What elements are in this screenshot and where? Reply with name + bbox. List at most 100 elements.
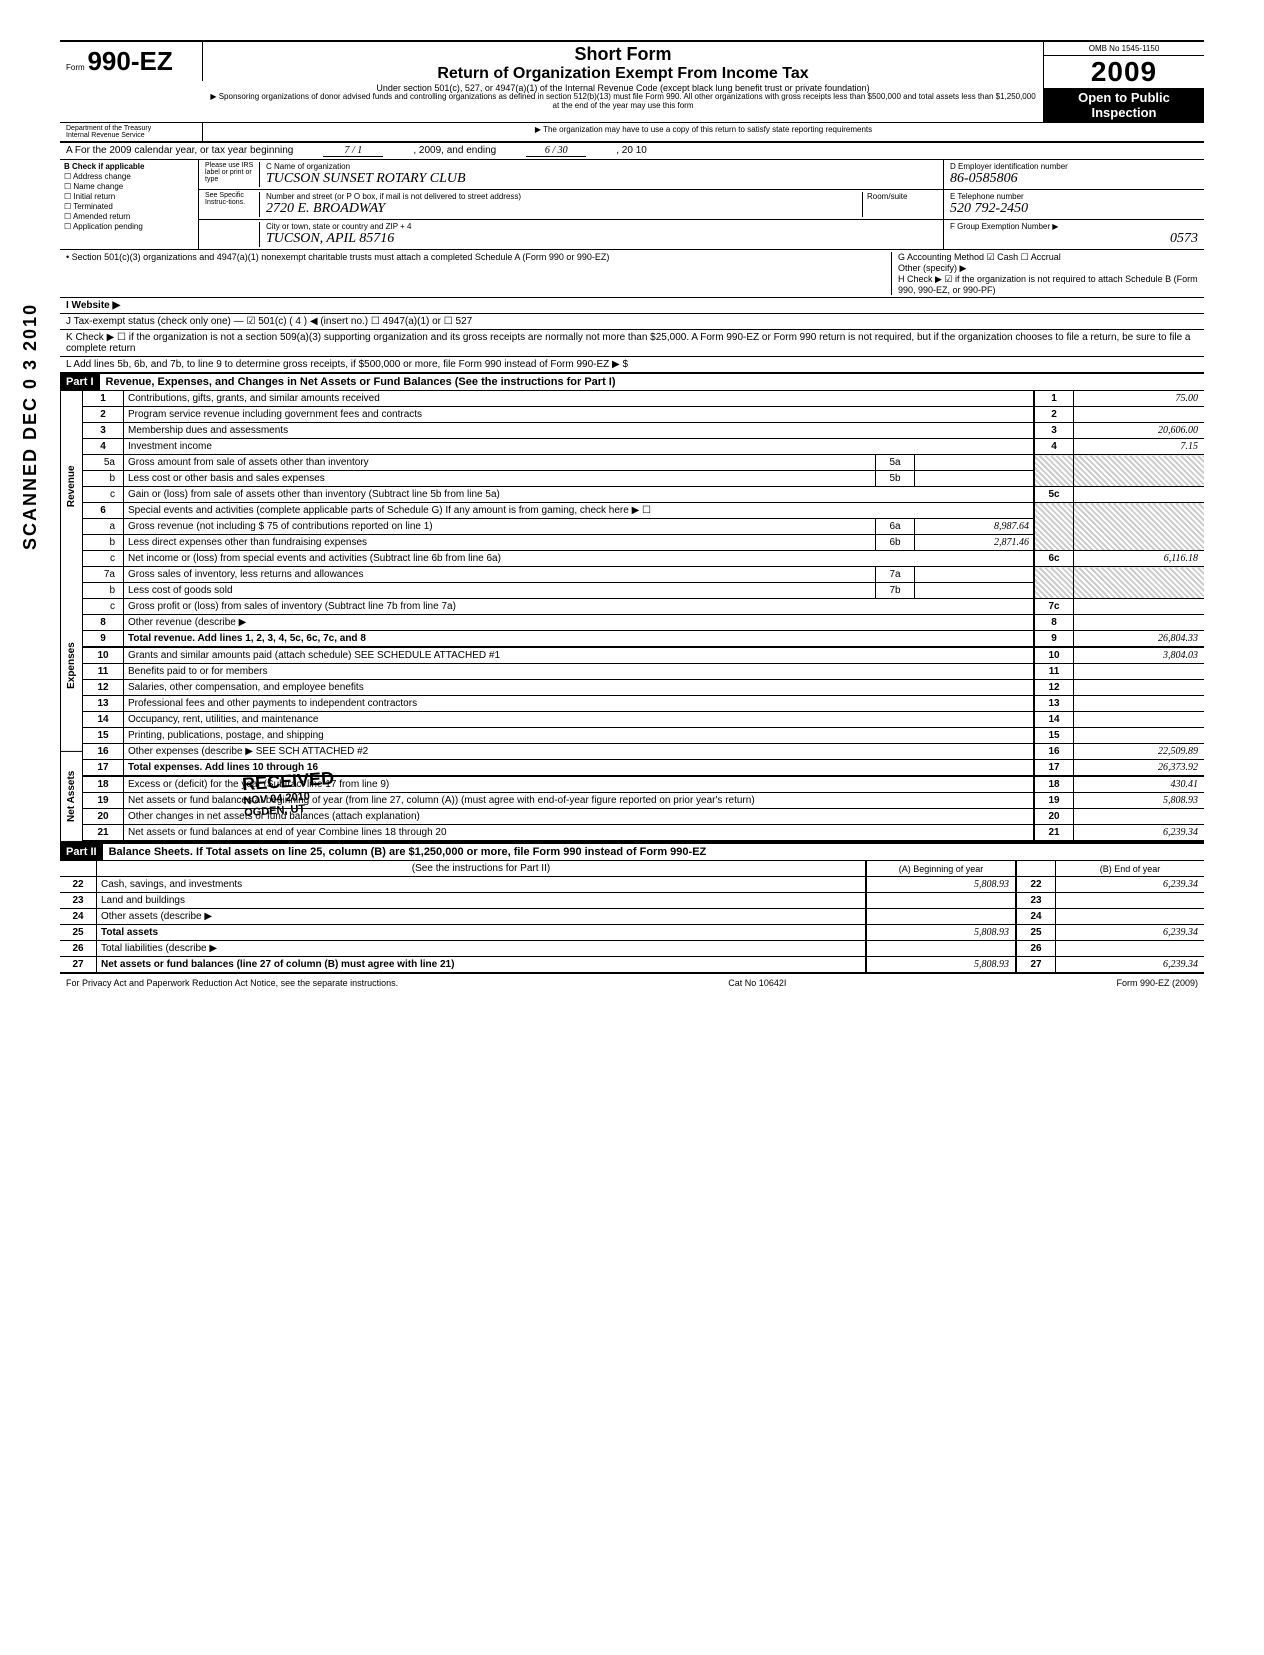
section-c: Please use IRS label or print or type C … xyxy=(199,160,943,249)
line-10: 10Grants and similar amounts paid (attac… xyxy=(83,647,1204,664)
irs-label: Internal Revenue Service xyxy=(66,132,196,139)
line-4: 4Investment income47.15 xyxy=(83,439,1204,455)
part2-head-row: (See the instructions for Part II) (A) B… xyxy=(60,861,1204,877)
line-15: 15Printing, publications, postage, and s… xyxy=(83,728,1204,744)
c-name-label: C Name of organization xyxy=(266,162,937,171)
strip-net: Net Assets xyxy=(60,752,82,842)
line-a-label: A For the 2009 calendar year, or tax yea… xyxy=(66,145,293,157)
hint-2: See Specific Instruc-tions. xyxy=(205,192,260,217)
part2-table: (See the instructions for Part II) (A) B… xyxy=(60,861,1204,974)
line-3: 3Membership dues and assessments320,606.… xyxy=(83,423,1204,439)
state-note: ▶ The organization may have to use a cop… xyxy=(203,123,1204,141)
form-prefix: Form xyxy=(66,63,85,72)
k-row: K Check ▶ ☐ if the organization is not a… xyxy=(60,330,1204,357)
scanned-stamp: SCANNED DEC 0 3 2010 xyxy=(20,303,41,550)
form-header: Form 990-EZ Short Form Return of Organiz… xyxy=(60,40,1204,123)
cat-no: Cat No 10642I xyxy=(728,978,786,988)
org-city-row: City or town, state or country and ZIP +… xyxy=(199,220,943,249)
l-row: L Add lines 5b, 6b, and 7b, to line 9 to… xyxy=(60,357,1204,374)
e-label: E Telephone number xyxy=(950,192,1198,201)
part2-title-row: Part II Balance Sheets. If Total assets … xyxy=(60,844,1204,861)
form-number: 990-EZ xyxy=(87,46,172,76)
line-16: 16Other expenses (describe ▶ SEE SCH ATT… xyxy=(83,744,1204,760)
d-label: D Employer identification number xyxy=(950,162,1198,171)
chk-name: ☐ Name change xyxy=(64,182,194,191)
j-row: J Tax-exempt status (check only one) — ☑… xyxy=(60,314,1204,330)
chk-pending: ☐ Application pending xyxy=(64,222,194,231)
section-b: B Check if applicable ☐ Address change ☐… xyxy=(60,160,199,249)
g-opts: ☑ Cash ☐ Accrual xyxy=(987,252,1061,262)
line-24: 24Other assets (describe ▶24 xyxy=(60,909,1204,925)
form-footer: Form 990-EZ (2009) xyxy=(1116,978,1198,988)
dept-cell: Department of the Treasury Internal Reve… xyxy=(60,123,203,141)
line-2: 2Program service revenue including gover… xyxy=(83,407,1204,423)
section-501c3-note: • Section 501(c)(3) organizations and 49… xyxy=(66,252,891,295)
line-a-endyear: , 20 10 xyxy=(616,145,647,157)
section-def: D Employer identification number 86-0585… xyxy=(943,160,1204,249)
hint-1: Please use IRS label or print or type xyxy=(205,162,260,187)
strip-expenses: Expenses xyxy=(60,581,82,752)
d-value: 86-0585806 xyxy=(950,171,1198,187)
line-26: 26Total liabilities (describe ▶26 xyxy=(60,941,1204,957)
chk-address: ☐ Address change xyxy=(64,172,194,181)
i-row: I Website ▶ xyxy=(60,298,1204,314)
line-11: 11Benefits paid to or for members11 xyxy=(83,664,1204,680)
line-27: 27Net assets or fund balances (line 27 o… xyxy=(60,957,1204,974)
part1-header: Part I xyxy=(60,374,100,390)
form-number-cell: Form 990-EZ xyxy=(60,42,203,81)
org-city: TUCSON, APIL 85716 xyxy=(266,231,937,247)
line-14: 14Occupancy, rent, utilities, and mainte… xyxy=(83,712,1204,728)
line-5a: 5aGross amount from sale of assets other… xyxy=(83,455,1204,471)
b-label: B Check if applicable xyxy=(64,162,144,171)
part2-title: Balance Sheets. If Total assets on line … xyxy=(103,844,713,860)
title-cell: Short Form Return of Organization Exempt… xyxy=(203,42,1043,113)
line-8: 8Other revenue (describe ▶8 xyxy=(83,615,1204,631)
line-6c: cNet income or (loss) from special event… xyxy=(83,551,1204,567)
line-1: 1Contributions, gifts, grants, and simil… xyxy=(83,391,1204,407)
main-title: Return of Organization Exempt From Incom… xyxy=(209,65,1037,83)
h-row: H Check ▶ ☑ if the organization is not r… xyxy=(898,274,1198,295)
org-name-row: Please use IRS label or print or type C … xyxy=(199,160,943,190)
org-addr-row: See Specific Instruc-tions. Number and s… xyxy=(199,190,943,220)
line-6: 6Special events and activities (complete… xyxy=(83,503,1204,519)
part2-header: Part II xyxy=(60,844,103,860)
strip-revenue: Revenue xyxy=(60,391,82,581)
f-label: F Group Exemption Number ▶ xyxy=(950,222,1198,231)
part1-title: Revenue, Expenses, and Changes in Net As… xyxy=(100,374,622,390)
part1-body: Revenue Expenses Net Assets RECEIVED NOV… xyxy=(60,391,1204,844)
line-9: 9Total revenue. Add lines 1, 2, 3, 4, 5c… xyxy=(83,631,1204,648)
chk-initial: ☐ Initial return xyxy=(64,192,194,201)
privacy-note: For Privacy Act and Paperwork Reduction … xyxy=(66,978,398,988)
tax-year: 2009 xyxy=(1044,56,1204,88)
line-23: 23Land and buildings23 xyxy=(60,893,1204,909)
dept-row: Department of the Treasury Internal Reve… xyxy=(60,123,1204,143)
footer-row: For Privacy Act and Paperwork Reduction … xyxy=(60,974,1204,992)
open-to-public: Open to Public Inspection xyxy=(1044,88,1204,122)
e-value: 520 792-2450 xyxy=(950,201,1198,217)
year-cell: OMB No 1545-1150 2009 Open to Public Ins… xyxy=(1043,42,1204,122)
line-22: 22Cash, savings, and investments5,808.93… xyxy=(60,877,1204,893)
room-suite: Room/suite xyxy=(862,192,937,217)
line-12: 12Salaries, other compensation, and empl… xyxy=(83,680,1204,696)
received-stamp: RECEIVED NOV 04 2010 OGDEN, UT xyxy=(242,768,337,819)
chk-terminated: ☐ Terminated xyxy=(64,202,194,211)
i-label: I Website ▶ xyxy=(66,300,120,311)
line-7a: 7aGross sales of inventory, less returns… xyxy=(83,567,1204,583)
info-grid: B Check if applicable ☐ Address change ☐… xyxy=(60,160,1204,250)
line-a: A For the 2009 calendar year, or tax yea… xyxy=(60,143,1204,160)
org-name: TUCSON SUNSET ROTARY CLUB xyxy=(266,171,937,187)
f-value: 0573 xyxy=(950,231,1198,247)
begin-date: 7 / 1 xyxy=(323,145,383,157)
omb-number: OMB No 1545-1150 xyxy=(1044,42,1204,56)
g-row: G Accounting Method ☑ Cash ☐ Accrual xyxy=(898,252,1198,263)
g-h-block: G Accounting Method ☑ Cash ☐ Accrual Oth… xyxy=(891,252,1198,295)
part1-section-strip: Revenue Expenses Net Assets xyxy=(60,391,83,842)
part1-title-row: Part I Revenue, Expenses, and Changes in… xyxy=(60,374,1204,391)
f-row: F Group Exemption Number ▶ 0573 xyxy=(944,220,1204,249)
g-label: G Accounting Method xyxy=(898,252,984,262)
d-row: D Employer identification number 86-0585… xyxy=(944,160,1204,190)
sponsor-note: ▶ Sponsoring organizations of donor advi… xyxy=(209,93,1037,111)
c-city-label: City or town, state or country and ZIP +… xyxy=(266,222,937,231)
line-13: 13Professional fees and other payments t… xyxy=(83,696,1204,712)
org-address: 2720 E. BROADWAY xyxy=(266,201,862,217)
